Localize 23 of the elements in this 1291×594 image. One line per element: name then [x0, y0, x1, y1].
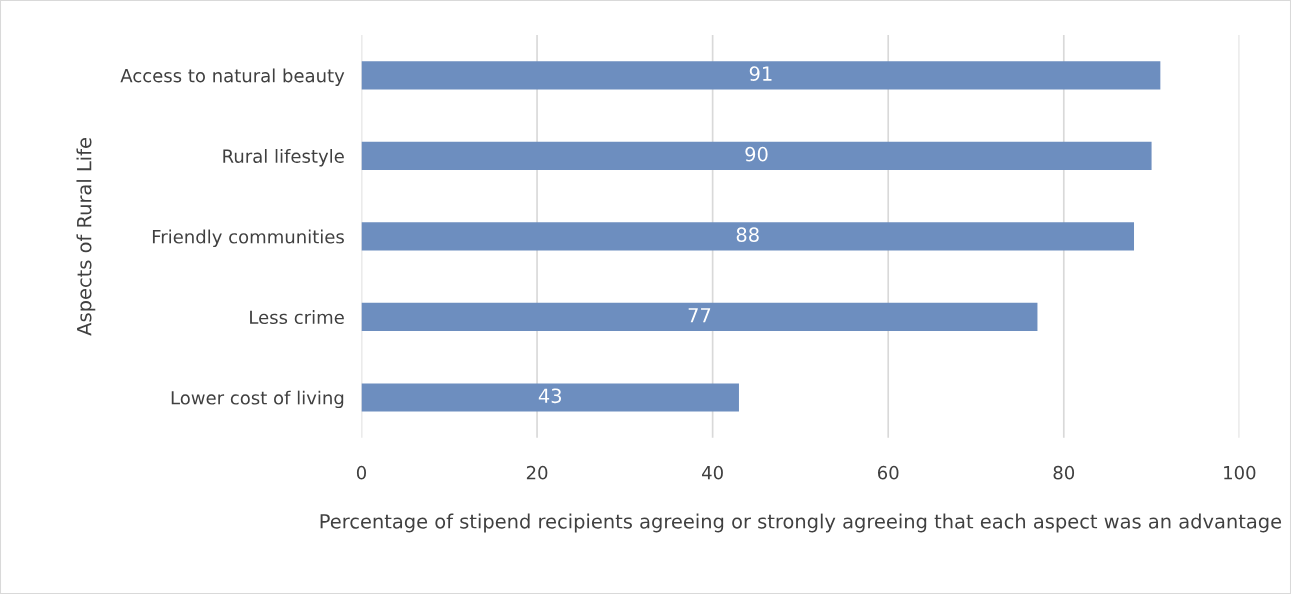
bar — [361, 141, 1152, 170]
bar — [361, 61, 1161, 90]
y-tick-label: Lower cost of living — [171, 390, 344, 409]
x-tick-label: 0 — [356, 465, 367, 480]
data-label: 77 — [688, 308, 711, 323]
data-label: 90 — [745, 146, 768, 162]
x-tick-label: 60 — [877, 465, 899, 480]
x-tick-label: 100 — [1224, 465, 1256, 480]
x-tick-label: 40 — [702, 465, 723, 480]
data-label: 43 — [538, 388, 562, 404]
y-tick-label: Less crime — [250, 310, 344, 325]
y-tick-label: Rural lifestyle — [223, 149, 344, 167]
bar — [361, 302, 1038, 332]
data-label: 88 — [736, 227, 759, 243]
y-tick-label: Access to natural beauty — [120, 68, 345, 86]
x-axis-title: Percentage of stipend recipients agreeing or strongly agreeing that each aspect was an advantage — [320, 513, 1282, 533]
y-axis-title: Aspects of Rural Life — [76, 138, 96, 336]
x-tick-label: 20 — [526, 465, 548, 480]
data-label: 91 — [749, 66, 772, 81]
x-tick-label: 80 — [1053, 465, 1075, 480]
bar — [361, 222, 1135, 251]
y-tick-label: Friendly communities — [152, 229, 344, 248]
bar — [361, 383, 739, 412]
